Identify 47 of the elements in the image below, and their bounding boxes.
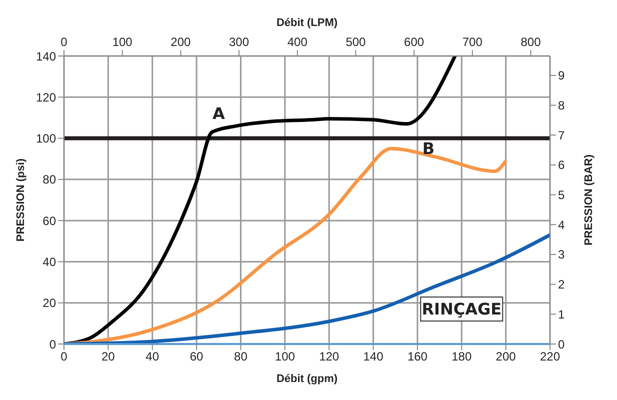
y2-tick-label: 9 <box>558 68 565 83</box>
y-tick-label: 120 <box>36 90 56 104</box>
x-tick-label: 0 <box>60 350 68 364</box>
x2-tick-label: 700 <box>462 35 483 49</box>
x2-tick-label: 0 <box>60 35 68 49</box>
y2-tick-label: 6 <box>558 158 565 172</box>
annotation: A <box>212 104 226 124</box>
x-tick-label: 20 <box>102 350 116 364</box>
x2-tick-label: 800 <box>520 35 542 49</box>
x2-tick-label: 300 <box>229 35 250 49</box>
x2-tick-label: 200 <box>170 35 192 49</box>
y2-tick-label: 4 <box>558 218 565 232</box>
annotation: RINÇAGE <box>422 300 502 319</box>
y-tick-label: 60 <box>42 214 56 228</box>
y-tick-label: 100 <box>36 132 56 146</box>
x-tick-label: 160 <box>407 350 428 364</box>
x-tick-label: 140 <box>363 350 384 364</box>
x-tick-label: 220 <box>540 350 560 364</box>
y-tick-label: 140 <box>36 49 56 64</box>
y-tick-label: 40 <box>42 254 56 269</box>
y2-tick-label: 5 <box>558 188 565 202</box>
x-tick-label: 120 <box>319 350 340 364</box>
x2-tick-label: 500 <box>346 35 366 49</box>
y2-tick-label: 2 <box>558 278 565 292</box>
y2-tick-label: 0 <box>558 337 565 352</box>
x2-tick-label: 100 <box>112 35 133 49</box>
y2-tick-label: 8 <box>558 98 565 113</box>
y-tick-label: 20 <box>42 296 56 310</box>
line-series <box>64 233 550 344</box>
annotation: B <box>422 139 435 158</box>
y-axis-title: PRESSION (psi) <box>14 158 27 242</box>
x-tick-label: 180 <box>452 350 472 364</box>
x2-tick-label: 400 <box>287 35 308 49</box>
y2-tick-label: 7 <box>558 128 565 142</box>
y2-axis-title: PRESSION (BAR) <box>582 154 595 246</box>
x2-axis-title: Débit (LPM) <box>276 17 338 29</box>
x-tick-label: 200 <box>496 350 516 364</box>
y-tick-label: 80 <box>42 172 56 187</box>
x-tick-label: 80 <box>234 350 248 364</box>
x2-tick-label: 600 <box>404 35 424 49</box>
x-axis-title: Débit (gpm) <box>276 373 338 385</box>
y2-tick-label: 3 <box>558 248 565 262</box>
y-tick-label: 0 <box>49 337 56 352</box>
x-tick-label: 100 <box>274 350 296 364</box>
x-tick-label: 60 <box>190 350 204 364</box>
y2-tick-label: 1 <box>558 307 565 322</box>
x-tick-label: 40 <box>146 350 160 364</box>
